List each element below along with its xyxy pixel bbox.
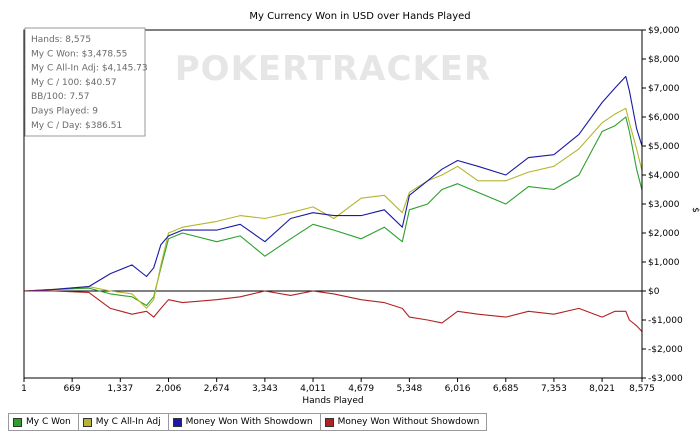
stat-line: Days Played: 9: [31, 107, 98, 117]
legend-swatch: [82, 417, 92, 427]
watermark-logo: POKERTRACKER: [175, 49, 491, 89]
y-tick-label: -$3,000: [648, 374, 683, 384]
stat-line: Hands: 8,575: [31, 35, 91, 45]
x-tick-label: 4,679: [348, 384, 374, 394]
series-line-3: [24, 290, 643, 332]
stat-line: My C / 100: $40.57: [31, 78, 117, 88]
chart-legend: My C Won My C All-In Adj Money Won With …: [8, 413, 488, 431]
stat-line: My C All-In Adj: $4,145.73: [31, 64, 148, 74]
x-tick-label: 2,006: [156, 384, 182, 394]
x-tick-label: 8,021: [589, 384, 615, 394]
legend-label: Money Won With Showdown: [185, 417, 313, 427]
y-tick-label: -$2,000: [648, 345, 683, 355]
y-tick-label: $1,000: [648, 258, 680, 268]
legend-label: Money Won Without Showdown: [337, 417, 480, 427]
series-line-0: [23, 116, 643, 307]
x-tick-label: 2,674: [204, 384, 230, 394]
stat-line: My C / Day: $386.51: [31, 121, 122, 131]
legend-item-money-won-with-showdown[interactable]: Money Won With Showdown: [169, 414, 321, 430]
chart-title: My Currency Won in USD over Hands Played: [249, 11, 470, 22]
x-tick-label: 8,575: [629, 384, 655, 394]
x-axis-label: Hands Played: [302, 396, 363, 406]
x-tick-label: 1,337: [107, 384, 133, 394]
x-tick-label: 6,016: [445, 384, 471, 394]
series-line-2: [23, 75, 643, 292]
legend-item-money-won-without-showdown[interactable]: Money Won Without Showdown: [321, 414, 487, 430]
y-tick-label: $0: [648, 287, 660, 297]
x-tick-label: 669: [64, 384, 81, 394]
stat-line: My C Won: $3,478.55: [31, 49, 127, 59]
y-tick-label: $2,000: [648, 229, 680, 239]
x-tick-label: 3,343: [252, 384, 278, 394]
legend-item-my-c-all-in-adj[interactable]: My C All-In Adj: [79, 414, 169, 430]
y-tick-label: $7,000: [648, 84, 680, 94]
y-tick-label: $8,000: [648, 55, 680, 65]
series-line-1: [23, 107, 643, 309]
y-tick-label: $5,000: [648, 142, 680, 152]
stats-box: Hands: 8,575 My C Won: $3,478.55 My C All-…: [24, 27, 148, 137]
legend-swatch: [172, 417, 182, 427]
x-tick-label: 4,011: [300, 384, 326, 394]
y-tick-label: $6,000: [648, 113, 680, 123]
legend-item-my-c-won[interactable]: My C Won: [9, 414, 79, 430]
y-tick-label: $9,000: [648, 26, 680, 36]
legend-label: My C All-In Adj: [95, 417, 161, 427]
y-axis-label: $: [690, 207, 700, 213]
legend-swatch: [13, 417, 22, 427]
x-tick-label: 1: [21, 384, 27, 394]
legend-swatch: [324, 417, 334, 427]
legend-label: My C Won: [26, 417, 71, 427]
x-tick-label: 6,685: [493, 384, 519, 394]
y-tick-label: $4,000: [648, 171, 680, 181]
y-tick-label: $3,000: [648, 200, 680, 210]
stat-line: BB/100: 7.57: [31, 92, 90, 102]
x-tick-label: 7,353: [541, 384, 567, 394]
x-tick-label: 5,348: [397, 384, 423, 394]
y-tick-label: -$1,000: [648, 316, 683, 326]
